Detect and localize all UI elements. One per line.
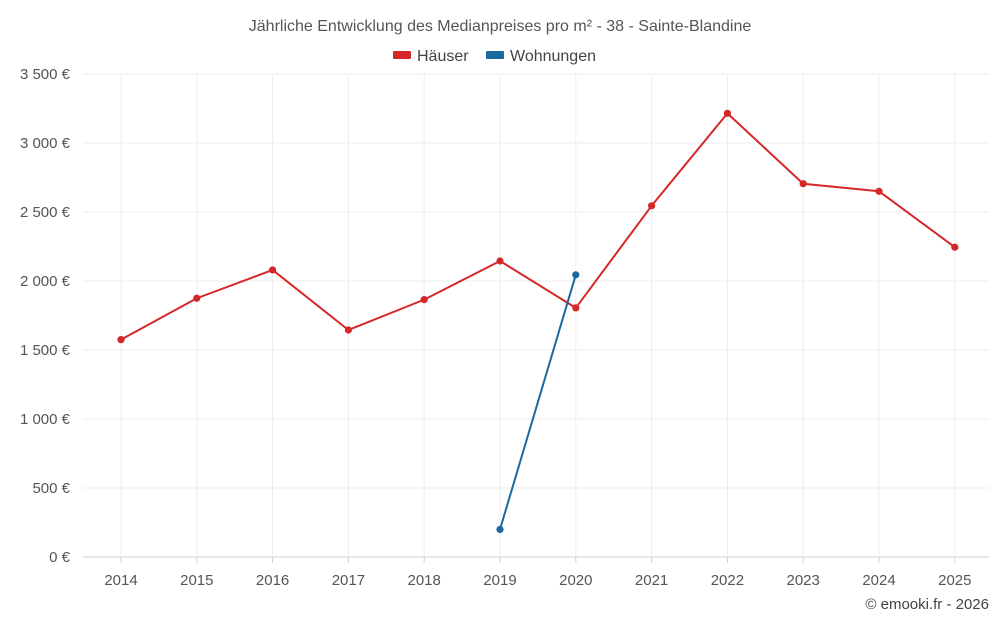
series-line-wohnungen xyxy=(499,274,577,530)
x-tick-label: 2014 xyxy=(104,572,137,589)
y-axis-ticks: 0 € 500 € 1 000 € 1 500 € 2 000 € 2 500 € 3 00… xyxy=(20,66,71,566)
data-point-haeuser[interactable] xyxy=(723,109,732,117)
x-tick-label: 2020 xyxy=(559,572,592,589)
y-tick-label: 2 500 € xyxy=(20,204,71,221)
data-point-haeuser[interactable] xyxy=(951,243,959,251)
grid-lines xyxy=(83,73,989,558)
data-point-haeuser[interactable] xyxy=(496,257,504,265)
legend-swatch-wohnungen xyxy=(486,51,504,59)
chart-legend: Häuser Wohnungen xyxy=(393,48,596,65)
x-tick-label: 2016 xyxy=(256,572,289,589)
x-tick-label: 2017 xyxy=(332,572,365,589)
x-tick-label: 2025 xyxy=(938,572,971,589)
data-point-haeuser[interactable] xyxy=(269,266,277,274)
data-point-wohnungen[interactable] xyxy=(572,271,580,279)
legend-item-haeuser[interactable]: Häuser xyxy=(393,48,469,65)
x-tick-label: 2022 xyxy=(711,572,744,589)
data-point-haeuser[interactable] xyxy=(648,202,656,210)
x-tick-label: 2018 xyxy=(408,572,441,589)
x-tick-label: 2015 xyxy=(180,572,213,589)
x-tick-label: 2024 xyxy=(862,572,895,589)
x-tick-label: 2021 xyxy=(635,572,668,589)
data-point-wohnungen[interactable] xyxy=(496,525,504,534)
chart-title: Jährliche Entwicklung des Medianpreises … xyxy=(249,18,752,35)
y-tick-label: 2 000 € xyxy=(20,273,71,290)
y-tick-label: 500 € xyxy=(32,480,70,497)
legend-label-wohnungen: Wohnungen xyxy=(510,48,596,65)
x-axis-ticks: 2014 2015 2016 2017 2018 2019 2020 2021 2022 2023… xyxy=(104,557,971,589)
data-series xyxy=(117,109,959,534)
data-point-haeuser[interactable] xyxy=(572,304,580,312)
y-tick-label: 3 000 € xyxy=(20,135,71,152)
data-point-haeuser[interactable] xyxy=(420,296,428,304)
credit-text: © emooki.fr - 2026 xyxy=(865,596,989,613)
y-tick-label: 1 000 € xyxy=(20,411,71,428)
legend-swatch-haeuser xyxy=(393,51,411,59)
x-tick-label: 2023 xyxy=(787,572,820,589)
data-point-haeuser[interactable] xyxy=(344,326,352,334)
y-tick-label: 1 500 € xyxy=(20,342,71,359)
data-point-haeuser[interactable] xyxy=(193,294,201,302)
data-point-haeuser[interactable] xyxy=(875,187,883,195)
series-line-haeuser xyxy=(120,112,956,341)
y-tick-label: 3 500 € xyxy=(20,66,71,83)
data-point-haeuser[interactable] xyxy=(117,336,125,344)
legend-item-wohnungen[interactable]: Wohnungen xyxy=(486,48,596,65)
legend-label-haeuser: Häuser xyxy=(417,48,469,65)
x-tick-label: 2019 xyxy=(483,572,516,589)
y-tick-label: 0 € xyxy=(49,549,71,566)
data-point-haeuser[interactable] xyxy=(799,180,807,188)
